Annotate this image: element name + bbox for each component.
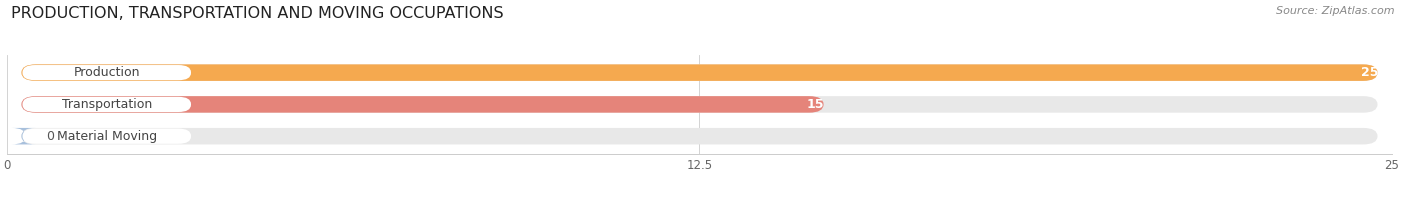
FancyBboxPatch shape [21, 128, 1378, 144]
Text: 0: 0 [46, 130, 53, 143]
Text: Material Moving: Material Moving [56, 130, 157, 143]
FancyBboxPatch shape [21, 64, 1378, 81]
Text: Production: Production [73, 66, 141, 79]
FancyBboxPatch shape [22, 65, 191, 80]
Text: 25: 25 [1361, 66, 1378, 79]
FancyBboxPatch shape [11, 128, 35, 144]
FancyBboxPatch shape [22, 129, 191, 144]
FancyBboxPatch shape [21, 96, 824, 113]
Text: Transportation: Transportation [62, 98, 152, 111]
FancyBboxPatch shape [22, 97, 191, 112]
FancyBboxPatch shape [21, 96, 1378, 113]
FancyBboxPatch shape [21, 64, 1378, 81]
Text: 15: 15 [807, 98, 824, 111]
Text: Source: ZipAtlas.com: Source: ZipAtlas.com [1277, 6, 1395, 16]
Text: PRODUCTION, TRANSPORTATION AND MOVING OCCUPATIONS: PRODUCTION, TRANSPORTATION AND MOVING OC… [11, 6, 503, 21]
